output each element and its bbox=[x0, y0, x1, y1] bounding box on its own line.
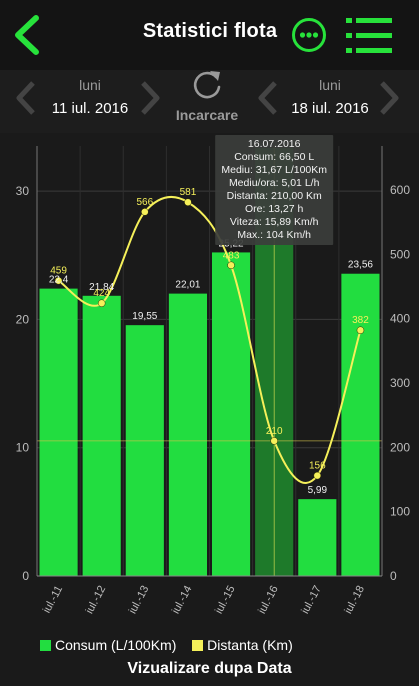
back-arrow-icon[interactable] bbox=[12, 14, 42, 56]
distanta-value-label: 581 bbox=[180, 187, 197, 198]
end-prev-arrow-icon[interactable] bbox=[256, 80, 280, 116]
more-options-icon[interactable] bbox=[291, 17, 327, 53]
x-tick-label: iul.-12 bbox=[84, 584, 109, 616]
start-prev-arrow-icon[interactable] bbox=[14, 80, 38, 116]
tooltip-line: Mediu: 31,67 L/100Km bbox=[221, 164, 327, 176]
hamburger-menu-icon[interactable] bbox=[346, 16, 392, 56]
x-tick-label: iul.-11 bbox=[41, 584, 65, 615]
tooltip-line: 16.07.2016 bbox=[248, 138, 301, 150]
bar-iul.-15 bbox=[212, 252, 251, 576]
reload-button[interactable]: Incarcare bbox=[175, 107, 239, 123]
date-range-bar bbox=[0, 70, 419, 132]
bar-iul.-13 bbox=[125, 325, 164, 576]
bar-value-label: 22,4 bbox=[49, 275, 69, 286]
y-right-tick-label: 200 bbox=[390, 440, 410, 454]
refresh-icon[interactable] bbox=[190, 68, 224, 102]
y-left-tick-label: 30 bbox=[16, 184, 30, 198]
y-right-tick-label: 500 bbox=[390, 247, 410, 261]
bar-iul.-12 bbox=[82, 295, 121, 576]
distanta-point bbox=[270, 437, 278, 445]
x-tick-label: iul.-16 bbox=[256, 584, 281, 616]
distanta-point bbox=[141, 208, 149, 216]
y-left-tick-label: 0 bbox=[22, 569, 29, 583]
distanta-point bbox=[54, 276, 63, 285]
x-tick-label: iul.-13 bbox=[127, 584, 152, 616]
bar-value-label: 19,55 bbox=[132, 311, 157, 322]
bar-iul.-18 bbox=[341, 273, 380, 576]
start-day-name: luni bbox=[79, 77, 101, 93]
distanta-value-label: 382 bbox=[352, 315, 369, 326]
x-tick-label: iul.-17 bbox=[299, 584, 324, 616]
tooltip-line: Max.: 104 Km/h bbox=[237, 229, 311, 241]
y-right-tick-label: 100 bbox=[390, 505, 410, 519]
legend-distanta-swatch bbox=[192, 640, 204, 651]
tooltip-line: Mediu/ora: 5,01 L/h bbox=[229, 177, 320, 189]
start-next-arrow-icon[interactable] bbox=[138, 80, 162, 116]
distanta-value-label: 566 bbox=[136, 197, 153, 208]
page-title: Statistici flota bbox=[142, 20, 278, 42]
distanta-point bbox=[356, 326, 365, 334]
end-next-arrow-icon[interactable] bbox=[377, 80, 401, 116]
top-bar: Statistici flota bbox=[0, 0, 419, 70]
distanta-value-label: 459 bbox=[50, 266, 67, 277]
bar-iul.-14 bbox=[168, 293, 207, 576]
tooltip-line: Distanta: 210,00 Km bbox=[227, 190, 322, 202]
legend-consum-label: Consum (L/100Km) bbox=[55, 637, 177, 653]
bar-iul.-11 bbox=[39, 288, 78, 576]
distanta-value-label: 424 bbox=[93, 288, 110, 299]
bar-value-label: 22,01 bbox=[175, 280, 200, 291]
x-tick-label: iul.-18 bbox=[342, 584, 367, 616]
legend-consum-swatch bbox=[40, 640, 51, 651]
distanta-value-label: 210 bbox=[266, 426, 283, 437]
distanta-point bbox=[97, 299, 106, 307]
y-right-tick-label: 300 bbox=[390, 376, 410, 390]
chart-legend: Consum (L/100Km) Distanta (Km) bbox=[40, 637, 293, 653]
y-right-tick-label: 600 bbox=[390, 183, 410, 197]
end-date[interactable]: 18 iul. 2016 bbox=[291, 100, 369, 117]
bar-iul.-17 bbox=[298, 499, 337, 576]
y-left-tick-label: 20 bbox=[16, 312, 30, 326]
tooltip-line: Consum: 66,50 L bbox=[234, 151, 314, 163]
end-day-name: luni bbox=[319, 77, 341, 93]
y-left-tick-label: 10 bbox=[16, 441, 30, 455]
distanta-point bbox=[227, 261, 235, 270]
legend-distanta-label: Distanta (Km) bbox=[207, 637, 293, 653]
bar-value-label: 23,56 bbox=[348, 260, 373, 271]
view-mode-label[interactable]: Vizualizare dupa Data bbox=[127, 660, 292, 677]
start-date[interactable]: 11 iul. 2016 bbox=[51, 100, 129, 117]
distanta-value-label: 156 bbox=[309, 461, 326, 472]
tooltip-box bbox=[215, 135, 334, 245]
bar-value-label: 21,84 bbox=[89, 282, 114, 293]
distanta-point bbox=[184, 198, 192, 206]
y-right-tick-label: 400 bbox=[390, 312, 410, 326]
tooltip-line: Viteza: 15,89 Km/h bbox=[230, 216, 319, 228]
bar-value-label: 5,99 bbox=[308, 485, 328, 496]
x-tick-label: iul.-14 bbox=[170, 584, 195, 616]
distanta-value-label: 483 bbox=[223, 250, 240, 261]
distanta-point bbox=[313, 471, 322, 480]
tooltip-line: Ore: 13,27 h bbox=[245, 203, 304, 215]
x-tick-label: iul.-15 bbox=[213, 584, 238, 616]
y-right-tick-label: 0 bbox=[390, 569, 397, 583]
